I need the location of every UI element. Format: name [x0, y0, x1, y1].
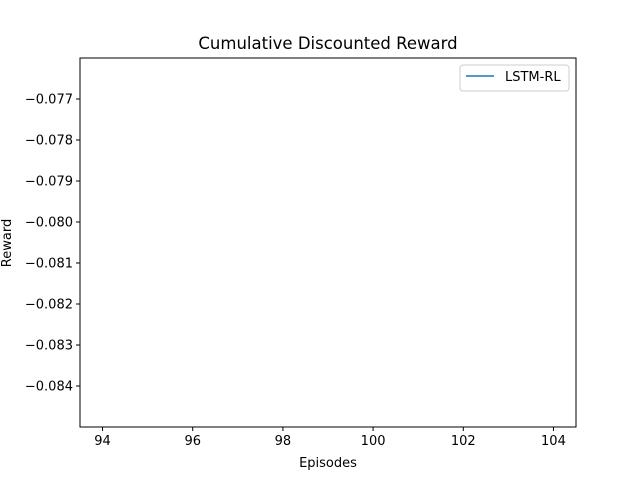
x-tick-label: 102: [451, 434, 476, 449]
x-axis-label: Episodes: [299, 456, 357, 471]
y-tick-label: −0.084: [25, 380, 73, 395]
legend: LSTM-RL: [459, 64, 570, 92]
y-tick-label: −0.078: [25, 134, 73, 149]
x-tick-label: 100: [361, 434, 386, 449]
x-tick-label: 104: [541, 434, 566, 449]
y-tick-label: −0.077: [25, 93, 73, 108]
y-axis-label: Reward: [0, 219, 15, 267]
y-tick-label: −0.079: [25, 175, 73, 190]
x-tick-label: 98: [275, 434, 292, 449]
plot-frame: [79, 57, 577, 428]
y-tick-label: −0.080: [25, 216, 73, 231]
legend-label: LSTM-RL: [505, 70, 561, 85]
plot-area: [80, 58, 576, 427]
y-axis-ticks: −0.077 −0.078 −0.079 −0.080 −0.081 −0.082 −0.0…: [25, 93, 80, 395]
x-tick-label: 94: [94, 434, 111, 449]
y-tick-label: −0.083: [25, 339, 73, 354]
x-tick-label: 96: [184, 434, 201, 449]
legend-box: [459, 64, 570, 92]
x-axis-ticks: 94 96 98 100 102 104: [94, 427, 566, 449]
y-tick-label: −0.082: [25, 298, 73, 313]
y-tick-label: −0.081: [25, 257, 73, 272]
chart-title: Cumulative Discounted Reward: [198, 34, 457, 53]
